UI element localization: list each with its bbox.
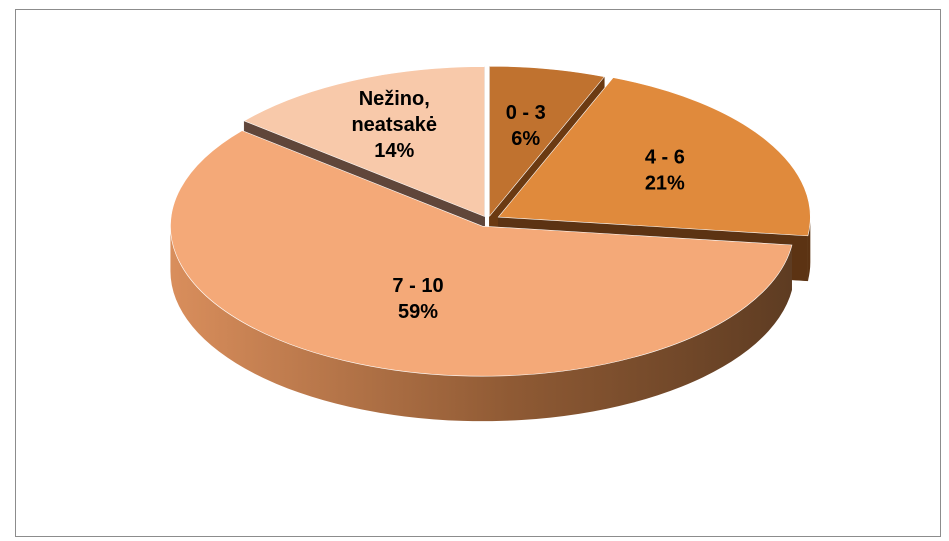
pie-slice-1 (497, 77, 811, 237)
pie-slice-3 (243, 66, 485, 217)
pie-labels: 0 - 3 6% 4 - 6 21% 7 - 10 59% Nežino, neatsakė 1… (351, 88, 685, 323)
data-label-1: 4 - 6 21% (645, 147, 685, 195)
pie-slice-0 (489, 65, 605, 218)
chart-frame: 0 - 3 6% 4 - 6 21% 7 - 10 59% Nežino, neatsakė 1… (15, 9, 941, 537)
pie-slice-side-1 (807, 217, 811, 281)
data-label-3: Nežino, neatsakė 14% (351, 88, 437, 162)
pie-slices (170, 65, 811, 377)
data-label-2: 7 - 10 59% (392, 275, 443, 323)
pie-slice-side-2 (170, 226, 792, 422)
data-label-0: 0 - 3 6% (506, 102, 546, 150)
pie-slice-2 (170, 130, 793, 377)
pie-chart: 0 - 3 6% 4 - 6 21% 7 - 10 59% Nežino, neatsakė 1… (170, 65, 811, 422)
